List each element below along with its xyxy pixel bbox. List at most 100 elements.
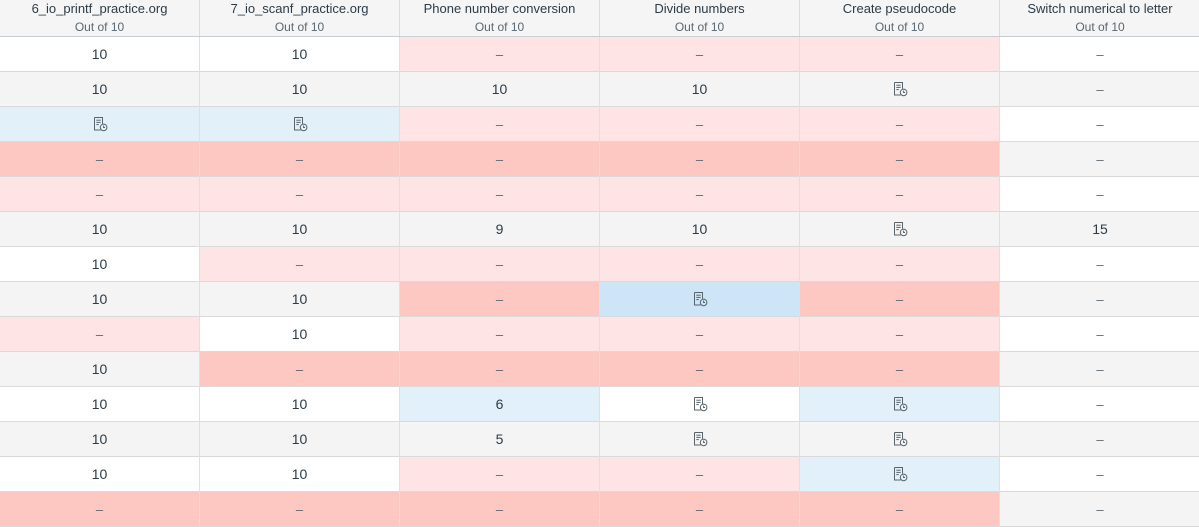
grade-cell[interactable]: – — [600, 247, 800, 282]
grade-cell[interactable]: 10 — [200, 282, 400, 317]
grade-cell[interactable] — [200, 107, 400, 142]
grade-cell[interactable]: – — [1000, 247, 1199, 282]
grade-cell[interactable]: – — [600, 492, 800, 527]
column-header[interactable]: 6_io_printf_practice.org Out of 10 — [0, 0, 200, 36]
grade-cell[interactable]: – — [800, 352, 1000, 387]
grade-cell[interactable]: – — [400, 142, 600, 177]
grade-cell[interactable] — [800, 457, 1000, 492]
grade-cell[interactable] — [0, 107, 200, 142]
grade-cell[interactable]: 10 — [0, 422, 200, 457]
column-header[interactable]: Create pseudocode Out of 10 — [800, 0, 1000, 36]
grade-cell[interactable]: – — [800, 107, 1000, 142]
grade-cell[interactable]: – — [1000, 352, 1199, 387]
grade-cell[interactable]: 10 — [200, 212, 400, 247]
grade-cell[interactable] — [800, 72, 1000, 107]
grade-cell[interactable]: – — [800, 37, 1000, 72]
grade-value: – — [495, 116, 504, 132]
grade-cell[interactable]: – — [800, 177, 1000, 212]
grade-cell[interactable]: – — [200, 492, 400, 527]
grade-cell[interactable]: 10 — [200, 387, 400, 422]
grade-cell[interactable]: 10 — [0, 37, 200, 72]
grade-cell[interactable]: 10 — [600, 212, 800, 247]
grade-cell[interactable]: – — [1000, 387, 1199, 422]
grade-cell[interactable]: – — [1000, 142, 1199, 177]
grade-cell[interactable]: – — [600, 107, 800, 142]
grade-cell[interactable]: – — [400, 282, 600, 317]
grade-cell[interactable]: 6 — [400, 387, 600, 422]
grade-cell[interactable] — [600, 282, 800, 317]
grade-value: 10 — [291, 81, 308, 97]
grade-cell[interactable] — [600, 422, 800, 457]
grade-cell[interactable]: 10 — [0, 457, 200, 492]
grade-cell[interactable]: – — [200, 247, 400, 282]
grade-cell[interactable]: – — [1000, 177, 1199, 212]
grade-cell[interactable]: – — [400, 317, 600, 352]
grade-cell[interactable]: – — [200, 352, 400, 387]
grade-cell[interactable]: – — [200, 142, 400, 177]
column-header[interactable]: Phone number conversion Out of 10 — [400, 0, 600, 36]
grade-cell[interactable]: – — [1000, 72, 1199, 107]
grade-cell[interactable]: – — [800, 492, 1000, 527]
grade-value: – — [495, 186, 504, 202]
grade-cell[interactable]: – — [400, 107, 600, 142]
column-title[interactable]: 7_io_scanf_practice.org — [230, 1, 369, 16]
grade-cell[interactable]: – — [1000, 422, 1199, 457]
grade-cell[interactable]: – — [600, 177, 800, 212]
column-title[interactable]: Create pseudocode — [842, 1, 957, 16]
grade-cell[interactable]: – — [600, 37, 800, 72]
grade-cell[interactable]: – — [800, 142, 1000, 177]
column-header[interactable]: Divide numbers Out of 10 — [600, 0, 800, 36]
grade-cell[interactable] — [800, 387, 1000, 422]
grade-cell[interactable]: 10 — [200, 37, 400, 72]
grade-cell[interactable]: – — [400, 352, 600, 387]
grade-cell[interactable]: 10 — [0, 212, 200, 247]
grade-cell[interactable]: – — [400, 492, 600, 527]
grade-cell[interactable]: – — [0, 142, 200, 177]
grade-cell[interactable]: 10 — [200, 72, 400, 107]
grade-cell[interactable]: – — [600, 317, 800, 352]
column-header[interactable]: 7_io_scanf_practice.org Out of 10 — [200, 0, 400, 36]
grade-cell[interactable]: 10 — [600, 72, 800, 107]
grade-cell[interactable]: – — [0, 177, 200, 212]
grade-cell[interactable]: – — [400, 37, 600, 72]
grade-cell[interactable]: 10 — [0, 387, 200, 422]
grade-cell[interactable]: 15 — [1000, 212, 1199, 247]
grade-cell[interactable]: 10 — [200, 422, 400, 457]
grade-cell[interactable]: – — [1000, 282, 1199, 317]
grade-value: – — [495, 46, 504, 62]
grade-cell[interactable]: – — [1000, 317, 1199, 352]
column-title[interactable]: Divide numbers — [654, 1, 745, 16]
grade-cell[interactable]: 9 — [400, 212, 600, 247]
grade-cell[interactable]: 10 — [0, 282, 200, 317]
grade-cell[interactable]: – — [800, 282, 1000, 317]
column-title[interactable]: 6_io_printf_practice.org — [31, 1, 168, 16]
grade-cell[interactable]: – — [800, 247, 1000, 282]
grade-cell[interactable]: 10 — [400, 72, 600, 107]
grade-cell[interactable]: 10 — [200, 457, 400, 492]
grade-cell[interactable]: – — [1000, 107, 1199, 142]
grade-cell[interactable]: – — [400, 457, 600, 492]
grade-cell[interactable]: 10 — [200, 317, 400, 352]
grade-cell[interactable]: – — [1000, 457, 1199, 492]
grade-cell[interactable]: – — [0, 492, 200, 527]
grade-cell[interactable]: – — [400, 177, 600, 212]
grade-cell[interactable]: – — [0, 317, 200, 352]
grade-cell[interactable]: – — [1000, 37, 1199, 72]
column-header[interactable]: Switch numerical to letter Out of 10 — [1000, 0, 1199, 36]
grade-cell[interactable]: – — [600, 352, 800, 387]
grade-cell[interactable]: 10 — [0, 352, 200, 387]
grade-cell[interactable] — [800, 422, 1000, 457]
column-title[interactable]: Phone number conversion — [423, 1, 576, 16]
grade-cell[interactable]: – — [800, 317, 1000, 352]
grade-cell[interactable]: – — [400, 247, 600, 282]
grade-cell[interactable] — [600, 387, 800, 422]
grade-cell[interactable]: – — [1000, 492, 1199, 527]
column-title[interactable]: Switch numerical to letter — [1027, 1, 1173, 16]
grade-cell[interactable]: – — [600, 457, 800, 492]
grade-cell[interactable]: 10 — [0, 72, 200, 107]
grade-cell[interactable]: – — [200, 177, 400, 212]
grade-cell[interactable]: – — [600, 142, 800, 177]
grade-cell[interactable] — [800, 212, 1000, 247]
grade-cell[interactable]: 10 — [0, 247, 200, 282]
grade-cell[interactable]: 5 — [400, 422, 600, 457]
